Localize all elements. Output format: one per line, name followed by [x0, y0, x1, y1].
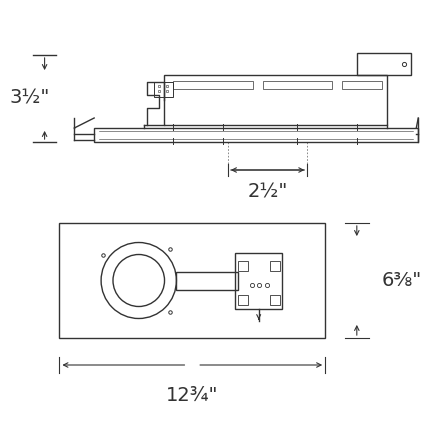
Bar [270, 261, 280, 270]
Text: 2½": 2½" [248, 182, 288, 202]
Bar [164, 75, 387, 125]
Bar [60, 223, 325, 338]
Bar [270, 295, 280, 304]
Text: 6⅜": 6⅜" [381, 271, 422, 290]
Bar [342, 81, 381, 89]
Bar [235, 252, 283, 308]
Bar [238, 261, 248, 270]
Bar [94, 128, 418, 142]
Bar [154, 82, 174, 97]
Bar [263, 81, 332, 89]
Bar [357, 53, 411, 75]
Bar [176, 271, 238, 289]
Bar [174, 81, 253, 89]
Text: 3½": 3½" [10, 89, 50, 108]
Bar [238, 295, 248, 304]
Text: 12¾": 12¾" [166, 386, 219, 405]
